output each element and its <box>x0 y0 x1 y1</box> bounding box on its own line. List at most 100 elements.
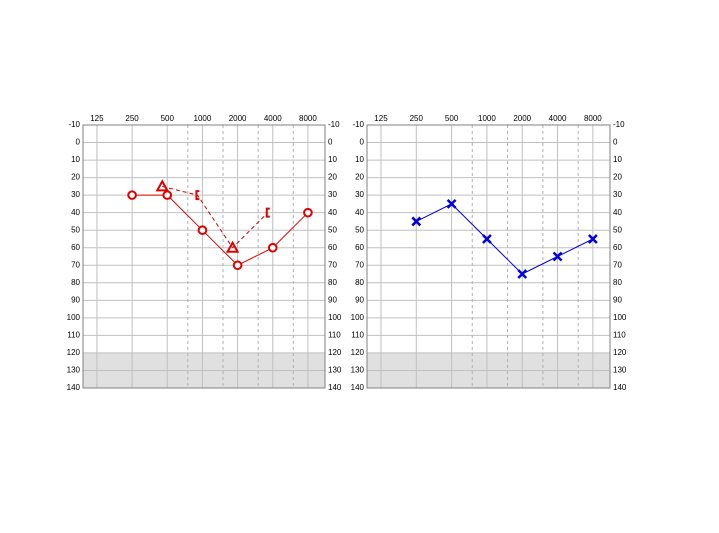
y-tick-label-right: 80 <box>328 278 337 287</box>
marker-x <box>411 216 422 227</box>
x-tick-label: 250 <box>410 114 424 123</box>
y-tick-label: 30 <box>355 190 364 199</box>
y-tick-label-right: 40 <box>613 208 622 217</box>
y-tick-label: 10 <box>355 155 364 164</box>
x-tick-label: 8000 <box>299 114 317 123</box>
y-tick-label: 60 <box>355 243 364 252</box>
y-tick-label-right: 60 <box>328 243 337 252</box>
x-tick-label: 4000 <box>264 114 282 123</box>
y-tick-label-right: 60 <box>613 243 622 252</box>
y-tick-label: 110 <box>67 331 80 340</box>
y-tick-label-right: -10 <box>613 120 625 129</box>
y-tick-label: 120 <box>67 348 81 357</box>
marker-triangle <box>155 179 169 192</box>
y-tick-label-right: 10 <box>328 155 337 164</box>
series-line <box>132 194 309 266</box>
y-tick-label: 10 <box>71 155 80 164</box>
y-tick-label: 130 <box>351 366 365 375</box>
y-tick-label: -10 <box>352 120 364 129</box>
x-tick-label: 8000 <box>584 114 602 123</box>
marker-x <box>552 251 563 262</box>
marker-x <box>446 199 457 209</box>
marker-x <box>517 269 528 279</box>
y-tick-label: 20 <box>71 173 80 182</box>
y-tick-label: 70 <box>355 260 364 269</box>
y-tick-label-right: 50 <box>328 225 337 234</box>
marker-circle <box>232 260 243 271</box>
plot-border <box>82 124 326 389</box>
y-tick-label-right: 140 <box>328 383 342 392</box>
y-tick-label: 70 <box>71 260 80 269</box>
y-tick-label: 40 <box>71 208 80 217</box>
marker-bracket <box>195 190 200 201</box>
y-tick-label: 50 <box>355 225 364 234</box>
y-tick-label: 20 <box>355 173 364 182</box>
y-tick-label: 120 <box>351 348 365 357</box>
y-tick-label-right: 0 <box>328 138 333 147</box>
y-tick-label: 140 <box>351 383 365 392</box>
y-tick-label: 100 <box>67 313 81 322</box>
y-tick-label-right: 90 <box>613 295 622 304</box>
y-tick-label-right: 80 <box>613 278 622 287</box>
y-tick-label-right: 0 <box>613 138 618 147</box>
x-tick-label: 250 <box>125 114 139 123</box>
marker-circle <box>127 190 137 200</box>
series-line <box>416 203 594 275</box>
y-tick-label-right: 70 <box>613 260 622 269</box>
x-tick-label: 4000 <box>549 114 567 123</box>
marker-circle <box>267 242 278 253</box>
y-tick-label: 140 <box>67 383 81 392</box>
y-tick-label: 40 <box>355 208 364 217</box>
y-tick-label: 0 <box>360 138 365 147</box>
y-tick-label: 130 <box>67 366 81 375</box>
marker-bracket <box>265 207 270 218</box>
y-tick-label: 80 <box>355 278 364 287</box>
y-tick-label-right: 100 <box>328 313 342 322</box>
y-tick-label-right: 50 <box>613 225 622 234</box>
x-tick-label: 1000 <box>478 114 496 123</box>
marker-circle <box>197 225 208 235</box>
y-tick-label: 80 <box>71 278 80 287</box>
y-tick-label-right: 30 <box>613 190 622 199</box>
y-tick-label: 30 <box>71 190 80 199</box>
marker-triangle <box>225 240 240 253</box>
y-tick-label-right: 20 <box>328 173 337 182</box>
y-tick-label-right: 100 <box>613 313 627 322</box>
x-tick-label: 2000 <box>513 114 531 123</box>
y-tick-label: 90 <box>71 295 80 304</box>
y-tick-label-right: 10 <box>613 155 622 164</box>
y-tick-label-right: 70 <box>328 260 337 269</box>
x-tick-label: 125 <box>374 114 388 123</box>
x-tick-label: 1000 <box>194 114 212 123</box>
y-tick-label-right: 110 <box>328 331 341 340</box>
y-tick-label-right: 120 <box>613 348 627 357</box>
y-tick-label-right: 110 <box>613 331 626 340</box>
y-tick-label: -10 <box>68 120 80 129</box>
x-tick-label: 2000 <box>229 114 247 123</box>
x-tick-label: 500 <box>161 114 175 123</box>
y-tick-label: 60 <box>71 243 80 252</box>
y-tick-label-right: -10 <box>328 120 340 129</box>
y-tick-label-right: 30 <box>328 190 337 199</box>
marker-circle <box>303 207 313 218</box>
y-tick-label: 110 <box>351 331 364 340</box>
y-tick-label: 100 <box>351 313 365 322</box>
x-tick-label: 125 <box>90 114 104 123</box>
y-tick-label-right: 140 <box>613 383 627 392</box>
x-tick-label: 500 <box>445 114 459 123</box>
y-tick-label: 50 <box>71 225 80 234</box>
y-tick-label: 0 <box>76 138 81 147</box>
y-tick-label-right: 130 <box>328 366 342 375</box>
y-tick-label: 90 <box>355 295 364 304</box>
y-tick-label-right: 120 <box>328 348 342 357</box>
marker-x <box>587 234 598 244</box>
marker-circle <box>162 190 173 200</box>
y-tick-label-right: 130 <box>613 366 627 375</box>
y-tick-label-right: 40 <box>328 208 337 217</box>
y-tick-label-right: 20 <box>613 173 622 182</box>
plot-border <box>366 124 611 389</box>
marker-x <box>482 234 492 244</box>
y-tick-label-right: 90 <box>328 295 337 304</box>
